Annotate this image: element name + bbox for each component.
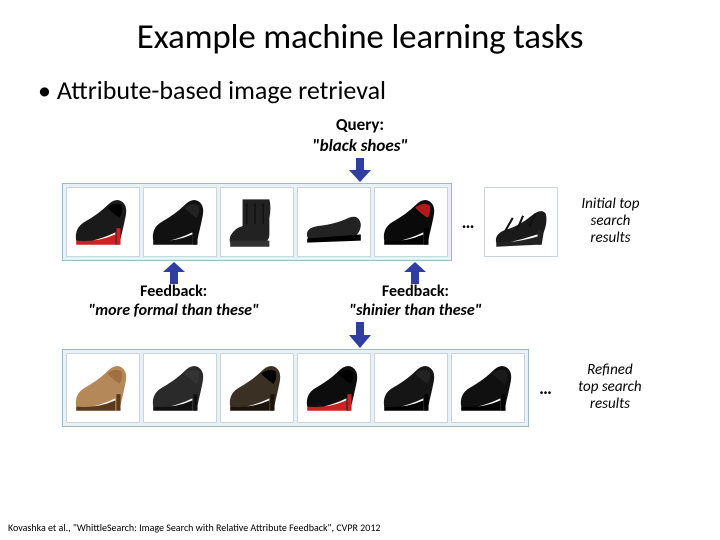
shoe-icon	[147, 358, 213, 418]
image-strip	[62, 349, 529, 427]
shoe-icon	[301, 358, 367, 418]
image-cell	[374, 187, 448, 257]
refined-results-row: … Refinedtop searchresults	[22, 349, 698, 427]
shoe-icon	[224, 358, 290, 418]
shoe-icon	[488, 192, 554, 252]
side-label-initial: Initial topsearchresults	[562, 196, 658, 248]
arrow-up-icon	[161, 262, 187, 284]
shoe-icon	[378, 358, 444, 418]
shoe-icon	[147, 192, 213, 252]
shoe-icon	[224, 192, 290, 252]
feedback-text: "shinier than these"	[349, 301, 482, 320]
image-cell	[143, 353, 217, 423]
shoe-icon	[455, 358, 521, 418]
arrow-down-icon	[345, 322, 375, 348]
image-cell	[66, 187, 140, 257]
slide: Example machine learning tasks Attribute…	[0, 0, 720, 540]
query-block: Query: "black shoes"	[22, 114, 698, 182]
image-cell	[220, 187, 294, 257]
bullet-item: Attribute-based image retrieval	[38, 74, 698, 106]
citation-text: Kovashka et al., "WhittleSearch: Image S…	[8, 521, 380, 534]
ellipsis: …	[539, 377, 554, 399]
arrow-down-icon	[345, 158, 375, 182]
side-label-refined: Refinedtop searchresults	[562, 362, 658, 414]
arrow-up-icon	[402, 262, 428, 284]
feedback-label: Feedback:	[382, 282, 449, 301]
image-cell	[66, 353, 140, 423]
image-cell	[220, 353, 294, 423]
feedback-text: "more formal than these"	[88, 301, 259, 320]
query-text: "black shoes"	[22, 135, 698, 156]
slide-title: Example machine learning tasks	[22, 16, 698, 58]
feedback-left: Feedback: "more formal than these"	[88, 262, 259, 320]
feedback-right: Feedback: "shinier than these"	[349, 262, 482, 320]
image-cell	[451, 353, 525, 423]
shoe-icon	[70, 358, 136, 418]
image-cell	[143, 187, 217, 257]
shoe-icon	[378, 192, 444, 252]
query-label: Query:	[22, 114, 698, 135]
shoe-icon	[301, 192, 367, 252]
image-strip	[62, 183, 452, 261]
initial-results-row: … Initial topsearchresults	[22, 183, 698, 261]
arrow-to-refined	[22, 322, 698, 348]
image-cell	[484, 187, 558, 257]
image-cell	[297, 187, 371, 257]
feedback-row: Feedback: "more formal than these" Feedb…	[22, 262, 698, 320]
ellipsis: …	[462, 211, 477, 233]
image-cell	[374, 353, 448, 423]
feedback-label: Feedback:	[140, 282, 207, 301]
shoe-icon	[70, 192, 136, 252]
image-cell	[297, 353, 371, 423]
